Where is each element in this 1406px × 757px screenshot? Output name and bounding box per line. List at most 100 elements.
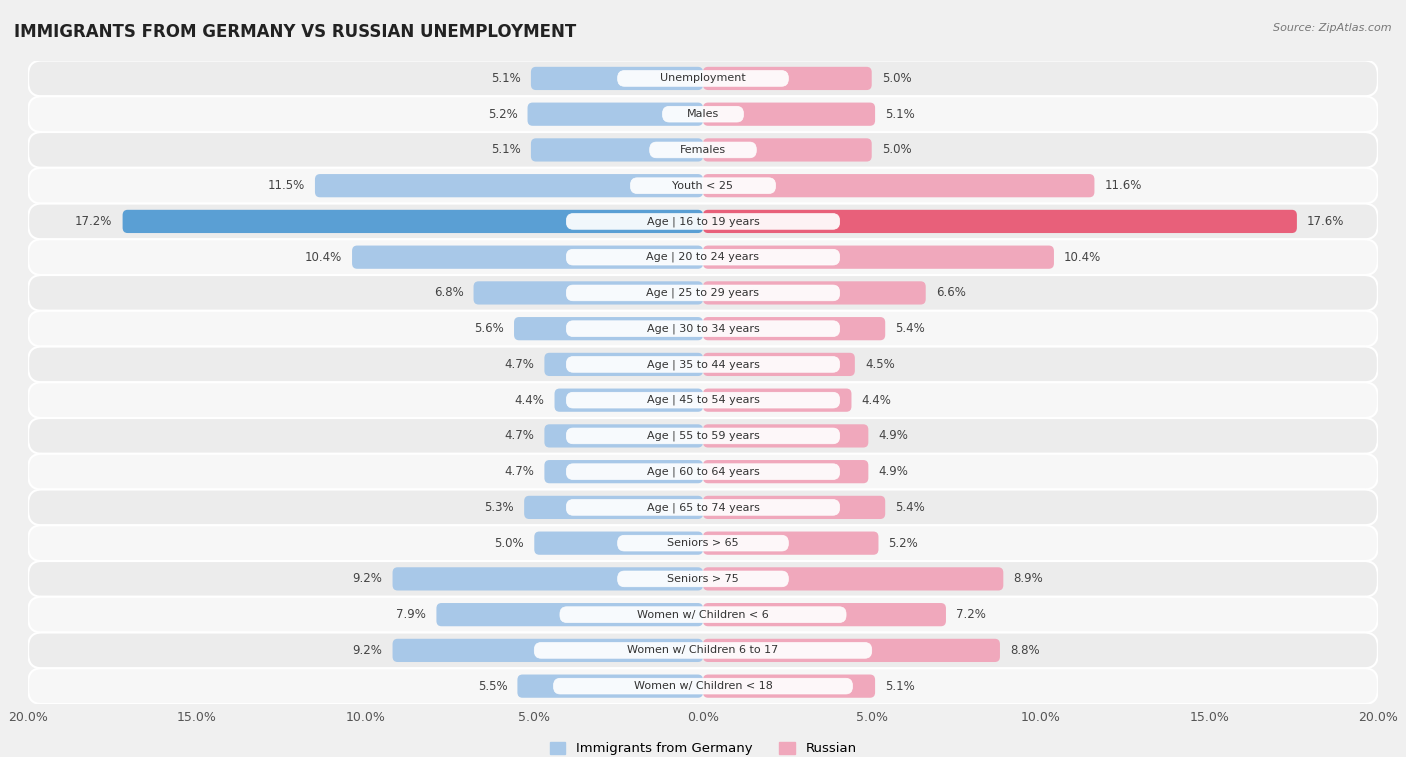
Text: Age | 30 to 34 years: Age | 30 to 34 years bbox=[647, 323, 759, 334]
FancyBboxPatch shape bbox=[122, 210, 703, 233]
FancyBboxPatch shape bbox=[703, 496, 886, 519]
FancyBboxPatch shape bbox=[534, 643, 872, 659]
Legend: Immigrants from Germany, Russian: Immigrants from Germany, Russian bbox=[550, 742, 856, 755]
FancyBboxPatch shape bbox=[28, 382, 1378, 418]
FancyBboxPatch shape bbox=[28, 239, 1378, 275]
FancyBboxPatch shape bbox=[567, 464, 839, 479]
FancyBboxPatch shape bbox=[567, 500, 839, 516]
FancyBboxPatch shape bbox=[28, 453, 1378, 490]
Text: 4.9%: 4.9% bbox=[879, 429, 908, 442]
Text: Seniors > 75: Seniors > 75 bbox=[666, 574, 740, 584]
FancyBboxPatch shape bbox=[474, 282, 703, 304]
FancyBboxPatch shape bbox=[703, 460, 869, 483]
Text: Age | 65 to 74 years: Age | 65 to 74 years bbox=[647, 502, 759, 512]
Text: 9.2%: 9.2% bbox=[353, 572, 382, 585]
Text: 4.7%: 4.7% bbox=[505, 429, 534, 442]
FancyBboxPatch shape bbox=[28, 96, 1378, 132]
Text: 5.0%: 5.0% bbox=[495, 537, 524, 550]
Text: 5.4%: 5.4% bbox=[896, 501, 925, 514]
Text: 7.9%: 7.9% bbox=[396, 608, 426, 621]
FancyBboxPatch shape bbox=[567, 249, 839, 265]
FancyBboxPatch shape bbox=[703, 567, 1004, 590]
Text: 8.9%: 8.9% bbox=[1014, 572, 1043, 585]
Text: Age | 35 to 44 years: Age | 35 to 44 years bbox=[647, 359, 759, 369]
FancyBboxPatch shape bbox=[392, 567, 703, 590]
Text: 17.2%: 17.2% bbox=[75, 215, 112, 228]
Text: Age | 60 to 64 years: Age | 60 to 64 years bbox=[647, 466, 759, 477]
FancyBboxPatch shape bbox=[703, 317, 886, 341]
Text: 4.7%: 4.7% bbox=[505, 358, 534, 371]
FancyBboxPatch shape bbox=[28, 418, 1378, 453]
Text: 8.8%: 8.8% bbox=[1010, 644, 1039, 657]
FancyBboxPatch shape bbox=[315, 174, 703, 198]
FancyBboxPatch shape bbox=[567, 392, 839, 408]
Text: Age | 25 to 29 years: Age | 25 to 29 years bbox=[647, 288, 759, 298]
Text: 11.5%: 11.5% bbox=[267, 179, 305, 192]
FancyBboxPatch shape bbox=[544, 353, 703, 376]
FancyBboxPatch shape bbox=[703, 67, 872, 90]
FancyBboxPatch shape bbox=[524, 496, 703, 519]
FancyBboxPatch shape bbox=[28, 347, 1378, 382]
Text: 5.0%: 5.0% bbox=[882, 143, 911, 157]
FancyBboxPatch shape bbox=[617, 70, 789, 86]
FancyBboxPatch shape bbox=[28, 275, 1378, 311]
FancyBboxPatch shape bbox=[554, 388, 703, 412]
FancyBboxPatch shape bbox=[703, 174, 1094, 198]
FancyBboxPatch shape bbox=[28, 132, 1378, 168]
FancyBboxPatch shape bbox=[567, 285, 839, 301]
FancyBboxPatch shape bbox=[703, 139, 872, 161]
FancyBboxPatch shape bbox=[28, 668, 1378, 704]
FancyBboxPatch shape bbox=[531, 139, 703, 161]
FancyBboxPatch shape bbox=[28, 561, 1378, 597]
Text: 5.3%: 5.3% bbox=[485, 501, 515, 514]
FancyBboxPatch shape bbox=[544, 424, 703, 447]
FancyBboxPatch shape bbox=[703, 603, 946, 626]
FancyBboxPatch shape bbox=[567, 321, 839, 337]
Text: 5.1%: 5.1% bbox=[886, 680, 915, 693]
Text: 5.5%: 5.5% bbox=[478, 680, 508, 693]
Text: 5.2%: 5.2% bbox=[488, 107, 517, 120]
Text: 9.2%: 9.2% bbox=[353, 644, 382, 657]
FancyBboxPatch shape bbox=[703, 102, 875, 126]
Text: Women w/ Children 6 to 17: Women w/ Children 6 to 17 bbox=[627, 646, 779, 656]
Text: 4.4%: 4.4% bbox=[515, 394, 544, 407]
FancyBboxPatch shape bbox=[703, 210, 1296, 233]
Text: 5.1%: 5.1% bbox=[491, 143, 520, 157]
FancyBboxPatch shape bbox=[703, 353, 855, 376]
Text: 5.1%: 5.1% bbox=[491, 72, 520, 85]
Text: 5.1%: 5.1% bbox=[886, 107, 915, 120]
Text: Seniors > 65: Seniors > 65 bbox=[668, 538, 738, 548]
Text: 5.6%: 5.6% bbox=[474, 322, 503, 335]
Text: 5.4%: 5.4% bbox=[896, 322, 925, 335]
Text: 5.2%: 5.2% bbox=[889, 537, 918, 550]
FancyBboxPatch shape bbox=[28, 311, 1378, 347]
Text: Unemployment: Unemployment bbox=[661, 73, 745, 83]
Text: 6.8%: 6.8% bbox=[433, 286, 464, 300]
FancyBboxPatch shape bbox=[28, 525, 1378, 561]
Text: 6.6%: 6.6% bbox=[936, 286, 966, 300]
Text: 7.2%: 7.2% bbox=[956, 608, 986, 621]
FancyBboxPatch shape bbox=[703, 245, 1054, 269]
FancyBboxPatch shape bbox=[554, 678, 852, 694]
FancyBboxPatch shape bbox=[515, 317, 703, 341]
FancyBboxPatch shape bbox=[567, 428, 839, 444]
Text: Age | 16 to 19 years: Age | 16 to 19 years bbox=[647, 217, 759, 226]
FancyBboxPatch shape bbox=[662, 106, 744, 122]
FancyBboxPatch shape bbox=[28, 597, 1378, 633]
FancyBboxPatch shape bbox=[28, 633, 1378, 668]
Text: Women w/ Children < 18: Women w/ Children < 18 bbox=[634, 681, 772, 691]
Text: Age | 20 to 24 years: Age | 20 to 24 years bbox=[647, 252, 759, 263]
FancyBboxPatch shape bbox=[544, 460, 703, 483]
FancyBboxPatch shape bbox=[527, 102, 703, 126]
FancyBboxPatch shape bbox=[28, 168, 1378, 204]
Text: Women w/ Children < 6: Women w/ Children < 6 bbox=[637, 609, 769, 620]
Text: Age | 55 to 59 years: Age | 55 to 59 years bbox=[647, 431, 759, 441]
Text: 5.0%: 5.0% bbox=[882, 72, 911, 85]
FancyBboxPatch shape bbox=[703, 639, 1000, 662]
Text: 10.4%: 10.4% bbox=[1064, 251, 1101, 263]
Text: IMMIGRANTS FROM GERMANY VS RUSSIAN UNEMPLOYMENT: IMMIGRANTS FROM GERMANY VS RUSSIAN UNEMP… bbox=[14, 23, 576, 41]
FancyBboxPatch shape bbox=[617, 535, 789, 551]
FancyBboxPatch shape bbox=[630, 178, 776, 194]
FancyBboxPatch shape bbox=[703, 388, 852, 412]
Text: 4.5%: 4.5% bbox=[865, 358, 894, 371]
